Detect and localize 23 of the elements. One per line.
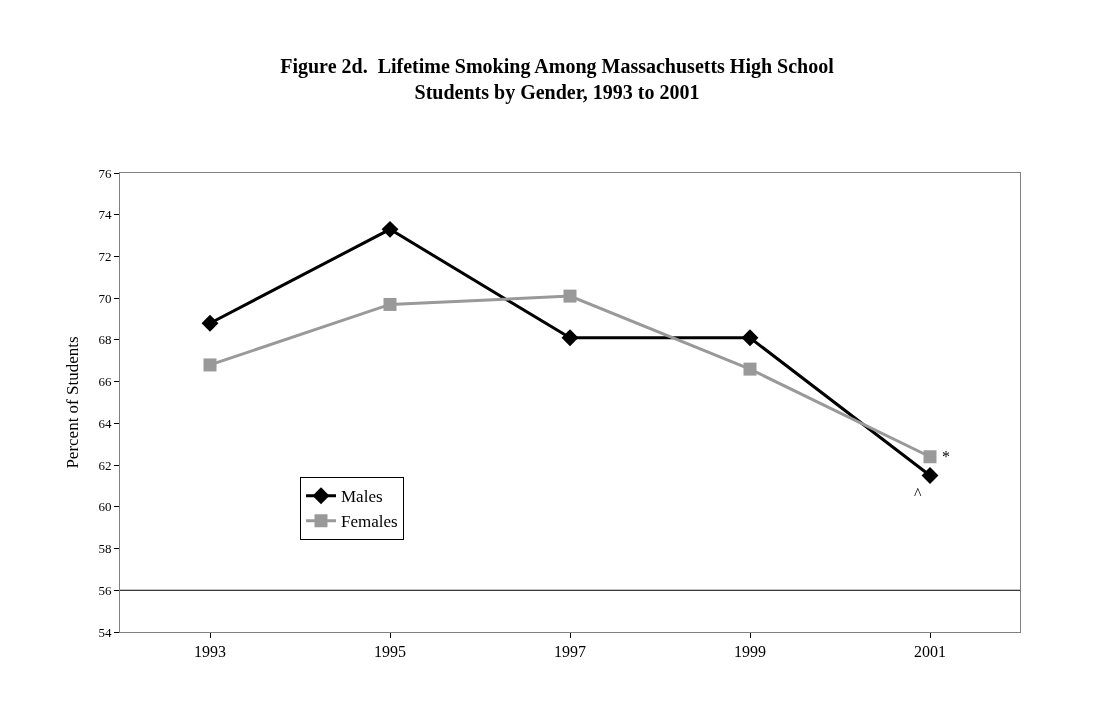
y-tick-label: 72 xyxy=(98,249,112,264)
y-tick-label: 54 xyxy=(98,624,112,640)
x-tick-label: 1993 xyxy=(194,643,226,661)
annotation: ^ xyxy=(914,485,922,502)
x-tick-label: 2001 xyxy=(914,643,946,661)
legend-label: Females xyxy=(341,512,398,532)
y-tick-label: 60 xyxy=(98,499,112,515)
y-tick-label: 76 xyxy=(98,165,112,181)
annotation: * xyxy=(942,448,950,465)
y-axis-title: Percent of Students xyxy=(62,336,82,469)
y-tick-label: 66 xyxy=(98,374,112,390)
y-tick-label: 62 xyxy=(98,457,112,473)
y-tick-label: 56 xyxy=(98,582,112,598)
y-tick-label: 64 xyxy=(98,415,112,431)
x-tick-label: 1999 xyxy=(734,643,766,661)
y-tick-label: 58 xyxy=(98,541,112,557)
y-tick-label: 70 xyxy=(98,290,112,306)
y-tick-label: 68 xyxy=(98,332,112,348)
x-tick-label: 1997 xyxy=(554,643,586,661)
x-tick-label: 1995 xyxy=(374,643,406,661)
legend-label: Males xyxy=(341,487,383,507)
chart-title: Figure 2d. Lifetime Smoking Among Massachusetts High School Students by Gender, 1993 to 2001 xyxy=(280,54,835,104)
y-tick-label: 74 xyxy=(98,207,112,223)
